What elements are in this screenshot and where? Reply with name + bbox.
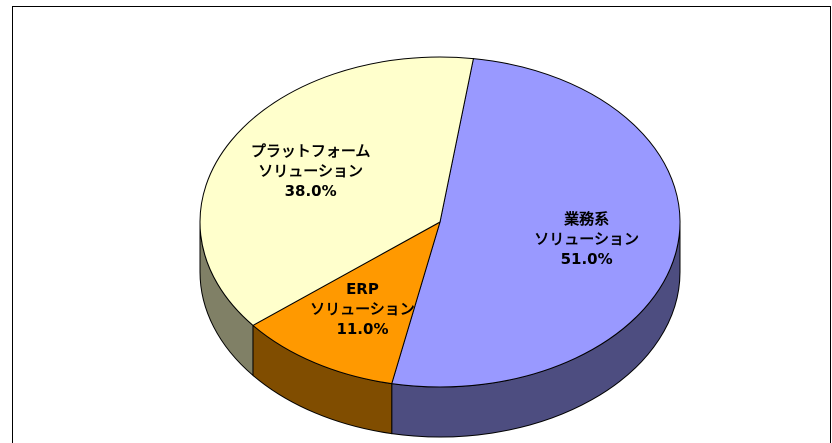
pie-slice [199, 56, 475, 326]
slice-label: ソリューション [258, 162, 363, 180]
slice-label: ソリューション [534, 230, 639, 248]
slice-label: 業務系 [563, 210, 609, 228]
pie-slice [391, 58, 681, 388]
slice-label: ソリューション [310, 300, 415, 318]
value-label: 38.0% [285, 182, 337, 200]
pie-labels: 業務系ソリューション51.0%ERPソリューション11.0%プラットフォームソリ… [251, 142, 639, 338]
slice-label: ERP [346, 280, 379, 298]
value-label: 51.0% [561, 250, 613, 268]
value-label: 11.0% [336, 320, 388, 338]
pie-tops [199, 56, 681, 388]
slice-label: プラットフォーム [251, 142, 371, 160]
pie-slice [252, 220, 441, 385]
